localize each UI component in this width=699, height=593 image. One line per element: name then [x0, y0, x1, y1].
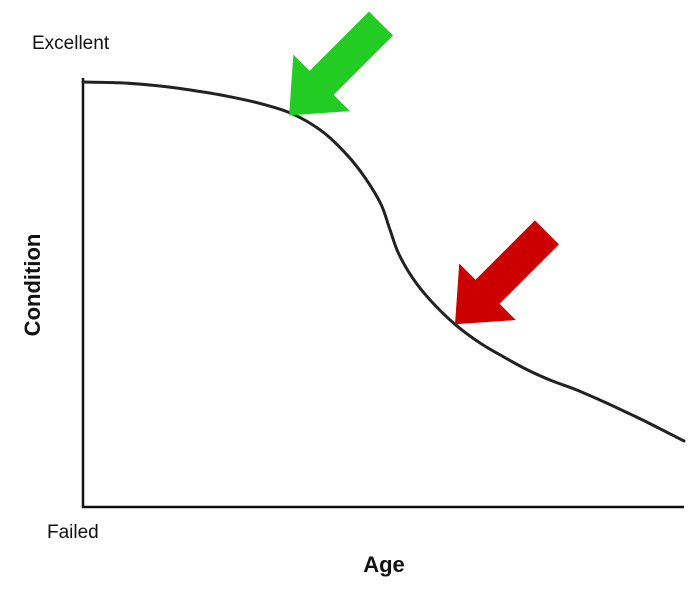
y-tick-label-top: Excellent: [32, 33, 110, 54]
x-axis-title: Age: [363, 552, 405, 577]
y-tick-label-bottom: Failed: [47, 522, 99, 543]
green-arrow-icon: [289, 11, 394, 116]
red-arrow-icon: [455, 220, 559, 325]
y-axis-title: Condition: [20, 234, 45, 337]
annotation-layer: [289, 11, 559, 325]
condition-curve: [81, 80, 686, 443]
